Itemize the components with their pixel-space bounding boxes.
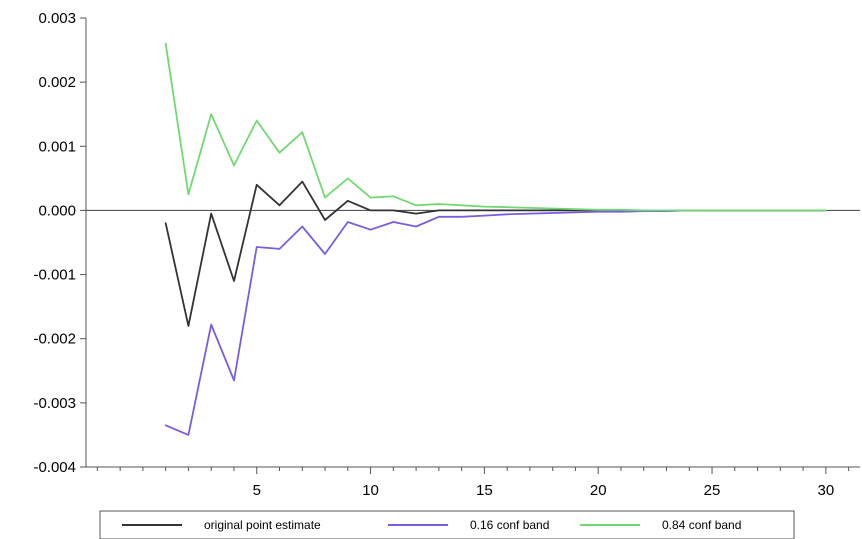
y-tick-label: 0.003 (38, 10, 76, 27)
legend-label-3: 0.84 conf band (662, 518, 741, 532)
plot-area: 0.003 0.002 0.001 0.000 -0.001 -0.002 -0.003 -0… (33, 10, 860, 499)
x-tick-label: 25 (704, 482, 721, 499)
legend-label-2: 0.16 conf band (470, 518, 549, 532)
y-tick-label: 0.002 (38, 74, 76, 91)
x-tick-label: 20 (590, 482, 607, 499)
series-line-2 (164, 209, 827, 436)
series-lines (164, 42, 827, 436)
x-tick-label: 15 (476, 482, 493, 499)
series-line-1 (164, 180, 827, 327)
legend-label-1: original point estimate (204, 518, 321, 532)
y-axis-ticks: 0.003 0.002 0.001 0.000 -0.001 -0.002 -0.003 -0… (33, 10, 86, 476)
y-tick-label: 0.000 (38, 202, 76, 219)
y-tick-label: -0.003 (33, 395, 76, 412)
y-tick-label: -0.004 (33, 459, 76, 476)
y-tick-label: -0.002 (33, 331, 76, 348)
legend: original point estimate 0.16 conf band 0.8… (99, 510, 795, 539)
y-tick-label: 0.001 (38, 138, 76, 155)
x-axis-ticks: 5 10 15 20 25 30 (96, 467, 850, 499)
legend-items: original point estimate 0.16 conf band 0.8… (122, 518, 741, 532)
series-line-3 (164, 42, 827, 212)
x-tick-label: 5 (253, 482, 261, 499)
x-tick-label: 10 (362, 482, 379, 499)
y-tick-label: -0.001 (33, 267, 76, 284)
x-tick-label: 30 (818, 482, 835, 499)
